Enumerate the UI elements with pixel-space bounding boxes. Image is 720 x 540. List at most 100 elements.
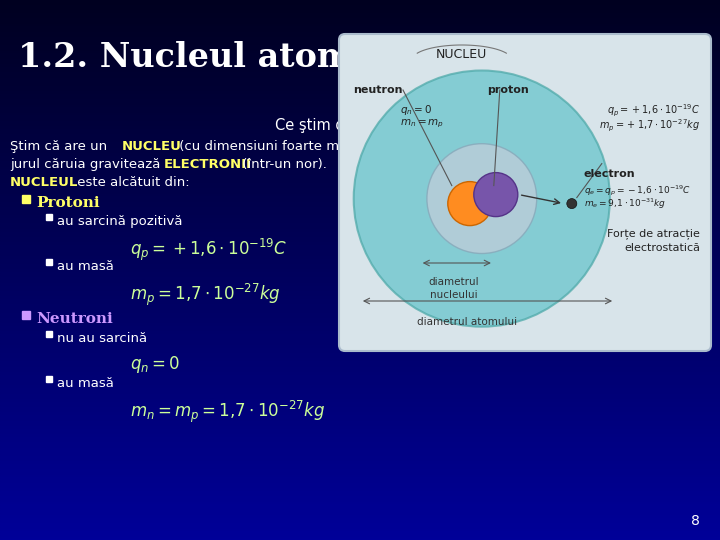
- Text: Forțe de atracție: Forțe de atracție: [607, 228, 700, 239]
- Bar: [0, 356, 720, 359]
- Bar: [0, 111, 720, 113]
- Bar: [0, 289, 720, 292]
- Text: (cu dimensiuni foarte mici în comparație cu atomul), în: (cu dimensiuni foarte mici în comparație…: [175, 140, 547, 153]
- Bar: [0, 362, 720, 364]
- Bar: [0, 518, 720, 521]
- Text: $q_n = 0$: $q_n = 0$: [400, 103, 432, 117]
- Text: au sarcină pozitivă: au sarcină pozitivă: [57, 215, 182, 228]
- Bar: [0, 340, 720, 343]
- Bar: [46, 214, 52, 220]
- Bar: [0, 211, 720, 213]
- Bar: [0, 505, 720, 508]
- Bar: [0, 262, 720, 265]
- Bar: [0, 14, 720, 16]
- Circle shape: [354, 71, 610, 327]
- Bar: [0, 170, 720, 173]
- Bar: [0, 235, 720, 238]
- Bar: [0, 405, 720, 408]
- Bar: [0, 516, 720, 518]
- Bar: [0, 265, 720, 267]
- Bar: [0, 532, 720, 535]
- Bar: [0, 86, 720, 89]
- Bar: [0, 0, 720, 3]
- Bar: [0, 338, 720, 340]
- Bar: [0, 213, 720, 216]
- Circle shape: [448, 181, 492, 226]
- Text: jurul căruia gravitează: jurul căruia gravitează: [10, 158, 165, 171]
- Bar: [0, 475, 720, 478]
- Bar: [0, 132, 720, 135]
- Bar: [0, 24, 720, 27]
- Bar: [0, 100, 720, 103]
- Bar: [0, 394, 720, 397]
- Bar: [0, 483, 720, 486]
- Bar: [0, 310, 720, 313]
- Bar: [0, 157, 720, 159]
- Text: au masă: au masă: [57, 377, 114, 390]
- Bar: [0, 451, 720, 454]
- Text: Ştim că are un: Ştim că are un: [10, 140, 112, 153]
- Bar: [0, 437, 720, 440]
- Bar: [0, 240, 720, 243]
- Bar: [0, 494, 720, 497]
- Bar: [0, 348, 720, 351]
- Bar: [0, 529, 720, 532]
- Bar: [0, 251, 720, 254]
- Bar: [0, 68, 720, 70]
- Bar: [0, 254, 720, 256]
- Text: proton: proton: [487, 85, 528, 95]
- Bar: [0, 305, 720, 308]
- Bar: [0, 470, 720, 472]
- Bar: [0, 154, 720, 157]
- Bar: [0, 194, 720, 197]
- Bar: [0, 327, 720, 329]
- Bar: [0, 489, 720, 491]
- Bar: [0, 508, 720, 510]
- Bar: [0, 5, 720, 8]
- Bar: [0, 359, 720, 362]
- Text: Ce ştim despre ATOM ?: Ce ştim despre ATOM ?: [275, 118, 445, 133]
- Bar: [0, 97, 720, 100]
- Bar: [0, 146, 720, 148]
- Bar: [0, 16, 720, 19]
- Bar: [0, 189, 720, 192]
- Bar: [0, 173, 720, 176]
- Bar: [0, 205, 720, 208]
- Bar: [0, 316, 720, 319]
- Text: electron: electron: [584, 168, 636, 179]
- Bar: [0, 513, 720, 516]
- Bar: [0, 70, 720, 73]
- Bar: [0, 364, 720, 367]
- Bar: [0, 478, 720, 481]
- Bar: [0, 286, 720, 289]
- Bar: [22, 195, 30, 203]
- Text: electrostatică: electrostatică: [624, 242, 700, 253]
- Text: este alcătuit din:: este alcătuit din:: [73, 176, 189, 189]
- Circle shape: [474, 173, 518, 217]
- Bar: [0, 202, 720, 205]
- Bar: [0, 76, 720, 78]
- Bar: [0, 324, 720, 327]
- Bar: [0, 486, 720, 489]
- Text: Protoni: Protoni: [36, 196, 99, 210]
- Text: diametrul atomului: diametrul atomului: [417, 317, 517, 327]
- Bar: [0, 273, 720, 275]
- Bar: [0, 467, 720, 470]
- Bar: [0, 472, 720, 475]
- Bar: [0, 389, 720, 392]
- Text: 8: 8: [691, 514, 700, 528]
- Bar: [0, 278, 720, 281]
- Bar: [0, 200, 720, 202]
- Bar: [0, 424, 720, 427]
- Bar: [0, 413, 720, 416]
- Bar: [0, 43, 720, 46]
- Bar: [0, 178, 720, 181]
- Circle shape: [567, 199, 577, 208]
- Text: $q_e = q_p = -1{,}6 \cdot 10^{-19}C$: $q_e = q_p = -1{,}6 \cdot 10^{-19}C$: [584, 184, 690, 198]
- Bar: [0, 116, 720, 119]
- Bar: [0, 297, 720, 300]
- Bar: [0, 219, 720, 221]
- Bar: [0, 375, 720, 378]
- Bar: [0, 491, 720, 494]
- Bar: [0, 400, 720, 402]
